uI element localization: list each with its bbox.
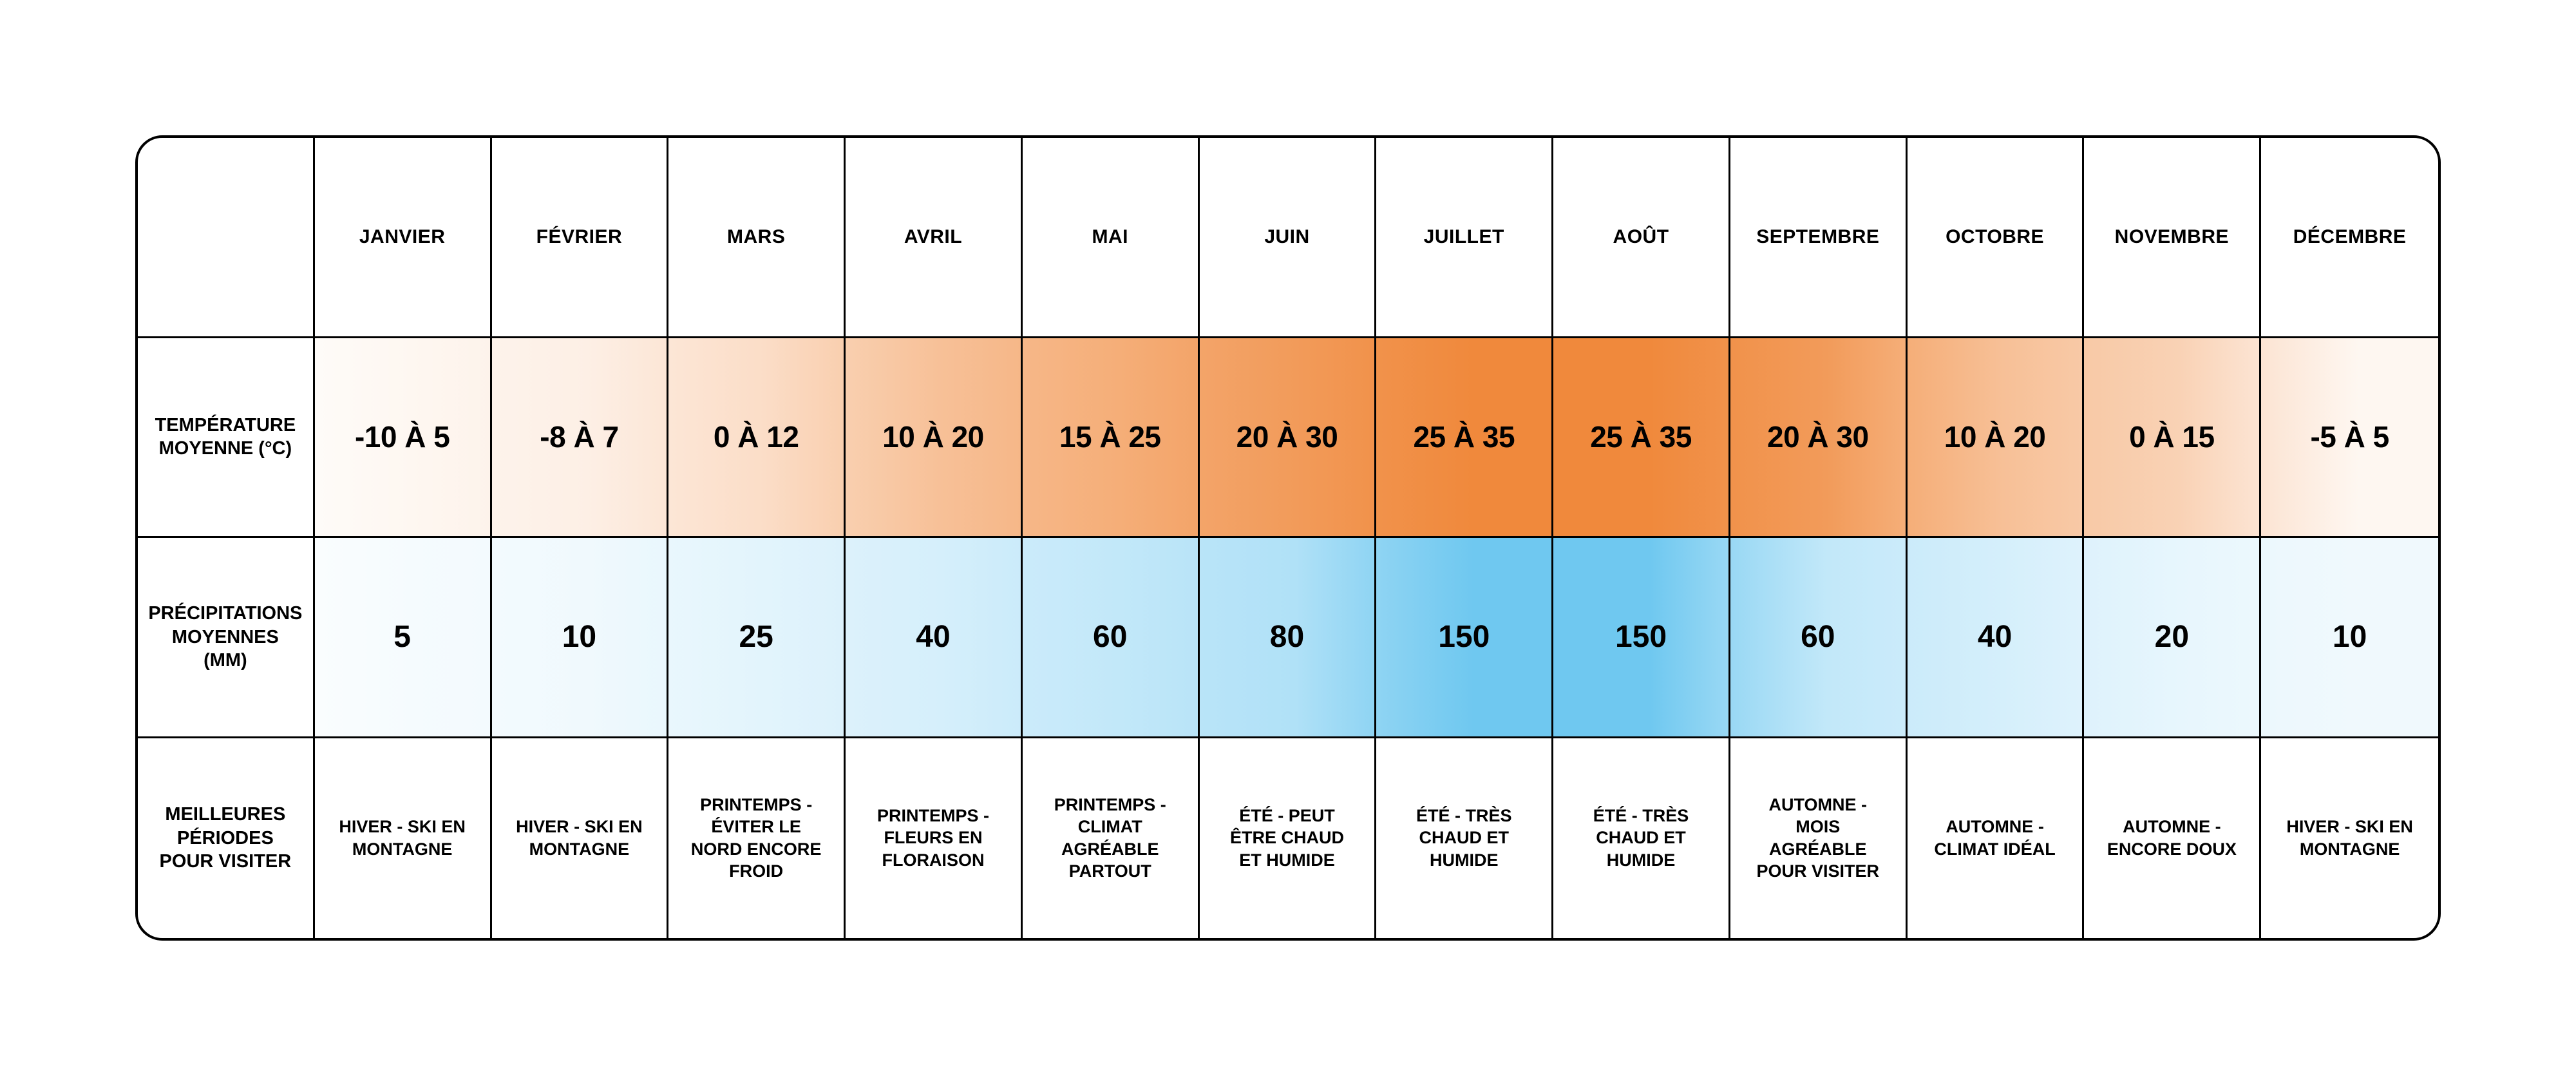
temperature-cell: 0 à 15 xyxy=(2084,338,2262,538)
month-header: Novembre xyxy=(2084,138,2262,338)
temperature-cell: 25 à 35 xyxy=(1376,338,1554,538)
climate-table: Janvier Février Mars Avril Mai Juin Juillet Aoû… xyxy=(135,135,2441,941)
corner-cell xyxy=(138,138,315,338)
best-period-cell: Printemps - éviter le nord encore froid xyxy=(668,738,846,938)
month-header: Mai xyxy=(1022,138,1200,338)
month-header: Octobre xyxy=(1907,138,2085,338)
temperature-cell: -8 à 7 xyxy=(491,338,669,538)
temperature-row-label: Température moyenne (°C) xyxy=(138,338,315,538)
temperature-cell: 20 à 30 xyxy=(1730,338,1908,538)
best-period-cell: Automne - mois agréable pour visiter xyxy=(1730,738,1908,938)
best-period-row-label: Meilleures périodes pour visiter xyxy=(138,738,315,938)
month-header: Avril xyxy=(846,138,1023,338)
precipitation-row-label: Précipitations moyennes (mm) xyxy=(138,538,315,738)
month-header: Août xyxy=(1553,138,1730,338)
month-header: Décembre xyxy=(2261,138,2438,338)
best-period-cell: Été - très chaud et humide xyxy=(1553,738,1730,938)
best-period-cell: Printemps - fleurs en floraison xyxy=(846,738,1023,938)
month-header: Mars xyxy=(668,138,846,338)
best-period-cell: Automne - encore doux xyxy=(2084,738,2262,938)
best-period-cell: Été - peut être chaud et humide xyxy=(1200,738,1377,938)
temperature-cell: 0 à 12 xyxy=(668,338,846,538)
month-header: Juillet xyxy=(1376,138,1554,338)
temperature-cell: 10 à 20 xyxy=(846,338,1023,538)
temperature-cell: -10 à 5 xyxy=(314,338,492,538)
temperature-cell: 10 à 20 xyxy=(1907,338,2085,538)
precipitation-cell: 10 xyxy=(491,538,669,738)
temperature-cell: 25 à 35 xyxy=(1553,338,1730,538)
precipitation-cell: 40 xyxy=(846,538,1023,738)
best-period-cell: Hiver - ski en montagne xyxy=(492,738,669,938)
precipitation-cell: 150 xyxy=(1553,538,1730,738)
precipitation-cell: 10 xyxy=(2261,538,2438,738)
precipitation-cell: 60 xyxy=(1022,538,1200,738)
month-header: Septembre xyxy=(1730,138,1908,338)
best-period-cell: Hiver - ski en montagne xyxy=(315,738,492,938)
temperature-cell: 20 à 30 xyxy=(1199,338,1377,538)
best-period-cell: Été - très chaud et humide xyxy=(1376,738,1554,938)
precipitation-cell: 25 xyxy=(668,538,846,738)
month-header: Juin xyxy=(1199,138,1377,338)
month-header: Février xyxy=(491,138,669,338)
temperature-cell: -5 à 5 xyxy=(2261,338,2438,538)
best-period-cell: Hiver - ski en montagne xyxy=(2286,817,2413,859)
precipitation-cell: 60 xyxy=(1730,538,1908,738)
precipitation-cell: 40 xyxy=(1907,538,2085,738)
precipitation-cell: 5 xyxy=(314,538,492,738)
best-period-cell: Printemps - climat agréable partout xyxy=(1023,738,1200,938)
precipitation-cell: 80 xyxy=(1199,538,1377,738)
temperature-cell: 15 à 25 xyxy=(1022,338,1200,538)
precipitation-cell: 20 xyxy=(2084,538,2262,738)
precipitation-cell: 150 xyxy=(1376,538,1554,738)
month-header: Janvier xyxy=(314,138,492,338)
best-period-cell: Automne - climat idéal xyxy=(1908,738,2085,938)
